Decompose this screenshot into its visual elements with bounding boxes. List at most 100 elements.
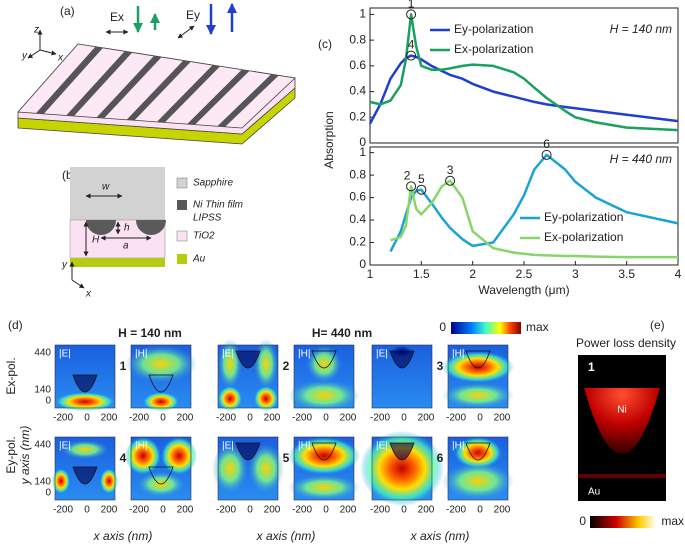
marker xyxy=(416,184,427,195)
panel-label: (c) xyxy=(318,37,332,51)
particle-outline xyxy=(465,350,491,369)
field-hotspot xyxy=(288,379,360,412)
y-tick-label: 0.8 xyxy=(349,32,366,46)
field-label: |E| xyxy=(59,441,71,452)
colorbar xyxy=(590,516,656,528)
legend-label: Ey-polarization xyxy=(544,210,623,224)
field-hotspot xyxy=(143,392,179,412)
field-hotspot xyxy=(254,338,278,390)
charts: 0 0.2 0.4 0.6 0.8 1 Ey-polarization Ex-polariza… xyxy=(349,0,681,281)
axis-arrow xyxy=(39,49,57,56)
map-frame xyxy=(54,436,116,501)
marker xyxy=(406,50,417,61)
y-tick-label: 0.4 xyxy=(349,84,366,98)
colorbar-label: 0 xyxy=(439,320,446,334)
case-label: 6 xyxy=(437,451,444,465)
stripe xyxy=(35,46,103,114)
x-tick-label: 3.5 xyxy=(618,267,635,281)
x-tick-label: -200 xyxy=(446,413,466,424)
y-tick-label: 0 xyxy=(359,257,366,271)
x-tick-label: 0 xyxy=(247,413,253,424)
colorbar-label: 0 xyxy=(579,514,586,528)
legend-label: LIPSS xyxy=(193,213,222,224)
material-label: Ni xyxy=(617,405,626,416)
map-frame xyxy=(447,436,509,501)
marker xyxy=(445,175,456,186)
y-axis-label: Absorption xyxy=(322,111,336,168)
x-tick-label: -200 xyxy=(53,413,73,424)
x-tick-label: 200 xyxy=(418,505,435,516)
field-hotspot xyxy=(306,345,342,383)
au xyxy=(70,258,165,267)
marker xyxy=(406,9,417,20)
axis-label: x xyxy=(57,53,64,64)
x-tick-label: -200 xyxy=(292,413,312,424)
field-hotspot xyxy=(442,462,514,500)
field-label: |H| xyxy=(298,349,310,360)
stripes xyxy=(35,46,279,127)
field-hotspot xyxy=(218,385,242,412)
case-label: 1 xyxy=(588,360,595,374)
y-tick-label: 0.8 xyxy=(349,167,366,181)
ni-loss xyxy=(584,388,660,454)
x-tick-label: 200 xyxy=(177,413,194,424)
panel-a: (a) z y x Ex Ey xyxy=(17,3,296,145)
colorbar-label: max xyxy=(661,514,684,528)
field-label: |H| xyxy=(298,441,310,452)
x-tick-label: -200 xyxy=(129,505,149,516)
title: H= 440 nm xyxy=(312,326,372,340)
y-tick-label: 440 xyxy=(34,440,51,451)
stripe xyxy=(66,51,133,117)
x-tick-label: 200 xyxy=(101,413,118,424)
colorbar xyxy=(451,322,521,334)
x-tick-label: 0 xyxy=(401,413,407,424)
x-tick-label: 3 xyxy=(572,267,579,281)
x-tick-label: 0 xyxy=(160,505,166,516)
x-tick-label: 200 xyxy=(340,413,357,424)
field-label: |E| xyxy=(222,349,234,360)
x-tick-label: -200 xyxy=(370,413,390,424)
marker-label: 6 xyxy=(543,137,550,151)
map-frame xyxy=(54,344,116,409)
particle-outline xyxy=(235,350,261,369)
panel-label: (e) xyxy=(650,318,665,332)
au-loss xyxy=(578,474,666,478)
field-hotspot xyxy=(288,437,360,475)
legend-label: Ex-polarization xyxy=(454,42,533,56)
x-tick-label: -200 xyxy=(216,505,236,516)
marker xyxy=(406,181,417,192)
map-frame xyxy=(130,436,192,501)
panel-label: (a) xyxy=(60,4,75,18)
x-tick-label: -200 xyxy=(216,413,236,424)
legend-label: Au xyxy=(192,254,206,265)
legend-swatch xyxy=(176,230,188,242)
polarization-label: Ey xyxy=(186,8,200,22)
x-tick-label: 1 xyxy=(367,267,374,281)
particle-outline xyxy=(389,442,415,461)
x-tick-label: 200 xyxy=(340,505,357,516)
case-label: 1 xyxy=(120,359,127,373)
field-label: |E| xyxy=(222,441,234,452)
dimension-label: H xyxy=(92,235,100,246)
dimension-label: h xyxy=(124,223,130,234)
legend-label: Sapphire xyxy=(193,178,233,189)
axis-label: y xyxy=(61,260,68,271)
particle-outline xyxy=(389,350,415,369)
case-label: 4 xyxy=(120,451,127,465)
map-frame xyxy=(217,344,279,409)
field-hotspot xyxy=(454,437,502,469)
x-tick-label: 2.5 xyxy=(516,267,533,281)
field-hotspot xyxy=(360,430,444,507)
particle-outline xyxy=(72,374,98,393)
field-hotspot xyxy=(218,338,242,390)
y-tick-label: 0.6 xyxy=(349,190,366,204)
axis-label: z xyxy=(33,25,39,36)
x-tick-label: 200 xyxy=(494,413,511,424)
map-frame xyxy=(371,344,433,409)
field-label: |H| xyxy=(452,349,464,360)
y-tick-label: 140 xyxy=(34,477,51,488)
x-tick-label: -200 xyxy=(53,505,73,516)
x-tick-label: 200 xyxy=(494,505,511,516)
material-label: Au xyxy=(588,487,600,498)
x-tick-label: 0 xyxy=(84,413,90,424)
